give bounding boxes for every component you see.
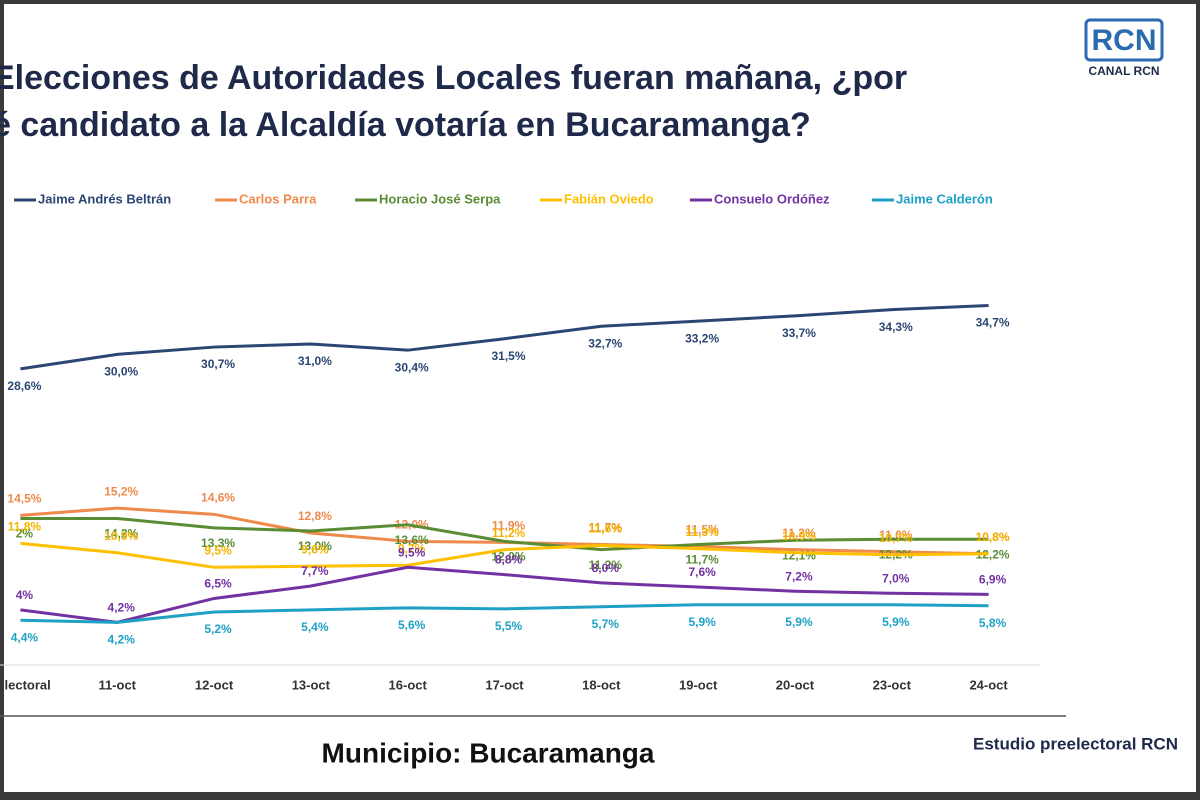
data-label: 5,6% [398, 618, 426, 632]
chart-title: Elecciones de Autoridades Locales fueran… [0, 59, 907, 97]
data-label: 30,7% [201, 357, 235, 371]
x-tick-label: 20-oct [776, 677, 815, 692]
data-label: 10,9% [782, 529, 816, 543]
data-label: 4% [16, 588, 34, 602]
data-label: 32,7% [588, 336, 622, 350]
legend-label: Carlos Parra [239, 191, 317, 206]
x-tick-label: 13-oct [292, 677, 331, 692]
data-label: 11,2% [782, 526, 816, 540]
data-label: 10,9% [104, 529, 138, 543]
data-label: 5,2% [204, 622, 232, 636]
data-label: 8,0% [592, 561, 620, 575]
data-label: 14,2% [104, 527, 138, 541]
slide-background [4, 4, 1196, 792]
data-label: 5,9% [882, 615, 910, 629]
data-label: 5,7% [592, 617, 620, 631]
data-label: 11,6% [589, 522, 623, 536]
data-label: 34,7% [976, 316, 1010, 330]
data-label: 10,7% [879, 531, 913, 545]
footer-source: Estudio preelectoral RCN [973, 734, 1178, 753]
data-label: 30,4% [395, 360, 429, 374]
data-label: 5,4% [301, 620, 329, 634]
data-label: 15,2% [104, 484, 138, 498]
legend-label: Horacio José Serpa [379, 191, 501, 206]
x-tick-label: 18-oct [582, 677, 621, 692]
chart-title: é candidato a la Alcaldía votaría en Buc… [0, 106, 811, 144]
logo-mark: RCN [1092, 24, 1157, 57]
data-label: 7,7% [301, 564, 329, 578]
data-label: 7,0% [882, 571, 910, 585]
data-label: 28,6% [7, 379, 41, 393]
data-label: 12,0% [491, 550, 525, 564]
data-label: 14,6% [201, 490, 235, 504]
data-label: 13,3% [201, 536, 235, 550]
logo-caption: CANAL RCN [1088, 64, 1159, 78]
data-label: 11,2% [492, 526, 526, 540]
data-label: 11,8% [8, 520, 42, 534]
series-line [20, 603, 989, 624]
data-label: 31,5% [491, 349, 525, 363]
data-label: 10,8% [976, 530, 1010, 544]
data-label: 14,5% [7, 492, 41, 506]
data-label: 4,4% [11, 630, 39, 644]
data-label: 33,2% [685, 331, 719, 345]
data-label: 13,0% [298, 539, 332, 553]
data-label: 9,6% [301, 542, 329, 556]
x-tick-label: 12-oct [195, 677, 234, 692]
series-line [20, 565, 989, 624]
data-label: 7,2% [785, 569, 813, 583]
data-label: 30,0% [104, 365, 138, 379]
data-label: 4,2% [108, 633, 136, 647]
data-label: 11,9% [492, 519, 526, 533]
data-label: 11,3% [685, 525, 719, 539]
x-tick-label: eelectoral [0, 677, 51, 692]
series-line [20, 304, 989, 371]
data-label: 4,2% [108, 601, 136, 615]
x-tick-label: 11-oct [98, 677, 136, 692]
data-label: 5,9% [688, 615, 716, 629]
data-label: 9,7% [398, 541, 426, 555]
data-label: 5,8% [979, 616, 1007, 630]
data-label: 9,5% [398, 545, 426, 559]
x-tick-label: 24-oct [969, 677, 1008, 692]
data-label: 12,2% [976, 547, 1010, 561]
data-label: 11,7% [589, 521, 623, 535]
data-label: 11,2% [589, 558, 623, 572]
logo-frame [1084, 18, 1164, 62]
data-label: 5,9% [785, 615, 813, 629]
data-label: 31,0% [298, 354, 332, 368]
data-label: 9,5% [204, 543, 232, 557]
series-line [20, 541, 989, 569]
legend-label: Fabián Oviedo [564, 191, 654, 206]
x-tick-label: 17-oct [485, 677, 524, 692]
data-label: 13,6% [395, 533, 429, 547]
x-tick-label: 23-oct [873, 677, 912, 692]
data-label: 8,8% [495, 553, 523, 567]
data-label: 11,5% [685, 523, 719, 537]
data-label: 6,9% [979, 572, 1007, 586]
x-tick-label: 19-oct [679, 677, 718, 692]
data-label: 34,3% [879, 320, 913, 334]
legend-label: Consuelo Ordóñez [714, 191, 830, 206]
data-label: 12,1% [782, 548, 816, 562]
data-label: 2% [16, 527, 34, 541]
data-label: 7,6% [688, 565, 716, 579]
footer-subtitle: Municipio: Bucaramanga [322, 737, 655, 768]
series-line [20, 516, 989, 552]
data-label: 6,5% [204, 577, 232, 591]
data-label: 11,7% [685, 553, 719, 567]
legend-label: Jaime Andrés Beltrán [38, 191, 171, 206]
data-label: 5,5% [495, 619, 523, 633]
legend-label: Jaime Calderón [896, 191, 993, 206]
x-tick-label: 16-oct [389, 677, 428, 692]
data-label: 12,8% [298, 509, 332, 523]
data-label: 33,7% [782, 326, 816, 340]
